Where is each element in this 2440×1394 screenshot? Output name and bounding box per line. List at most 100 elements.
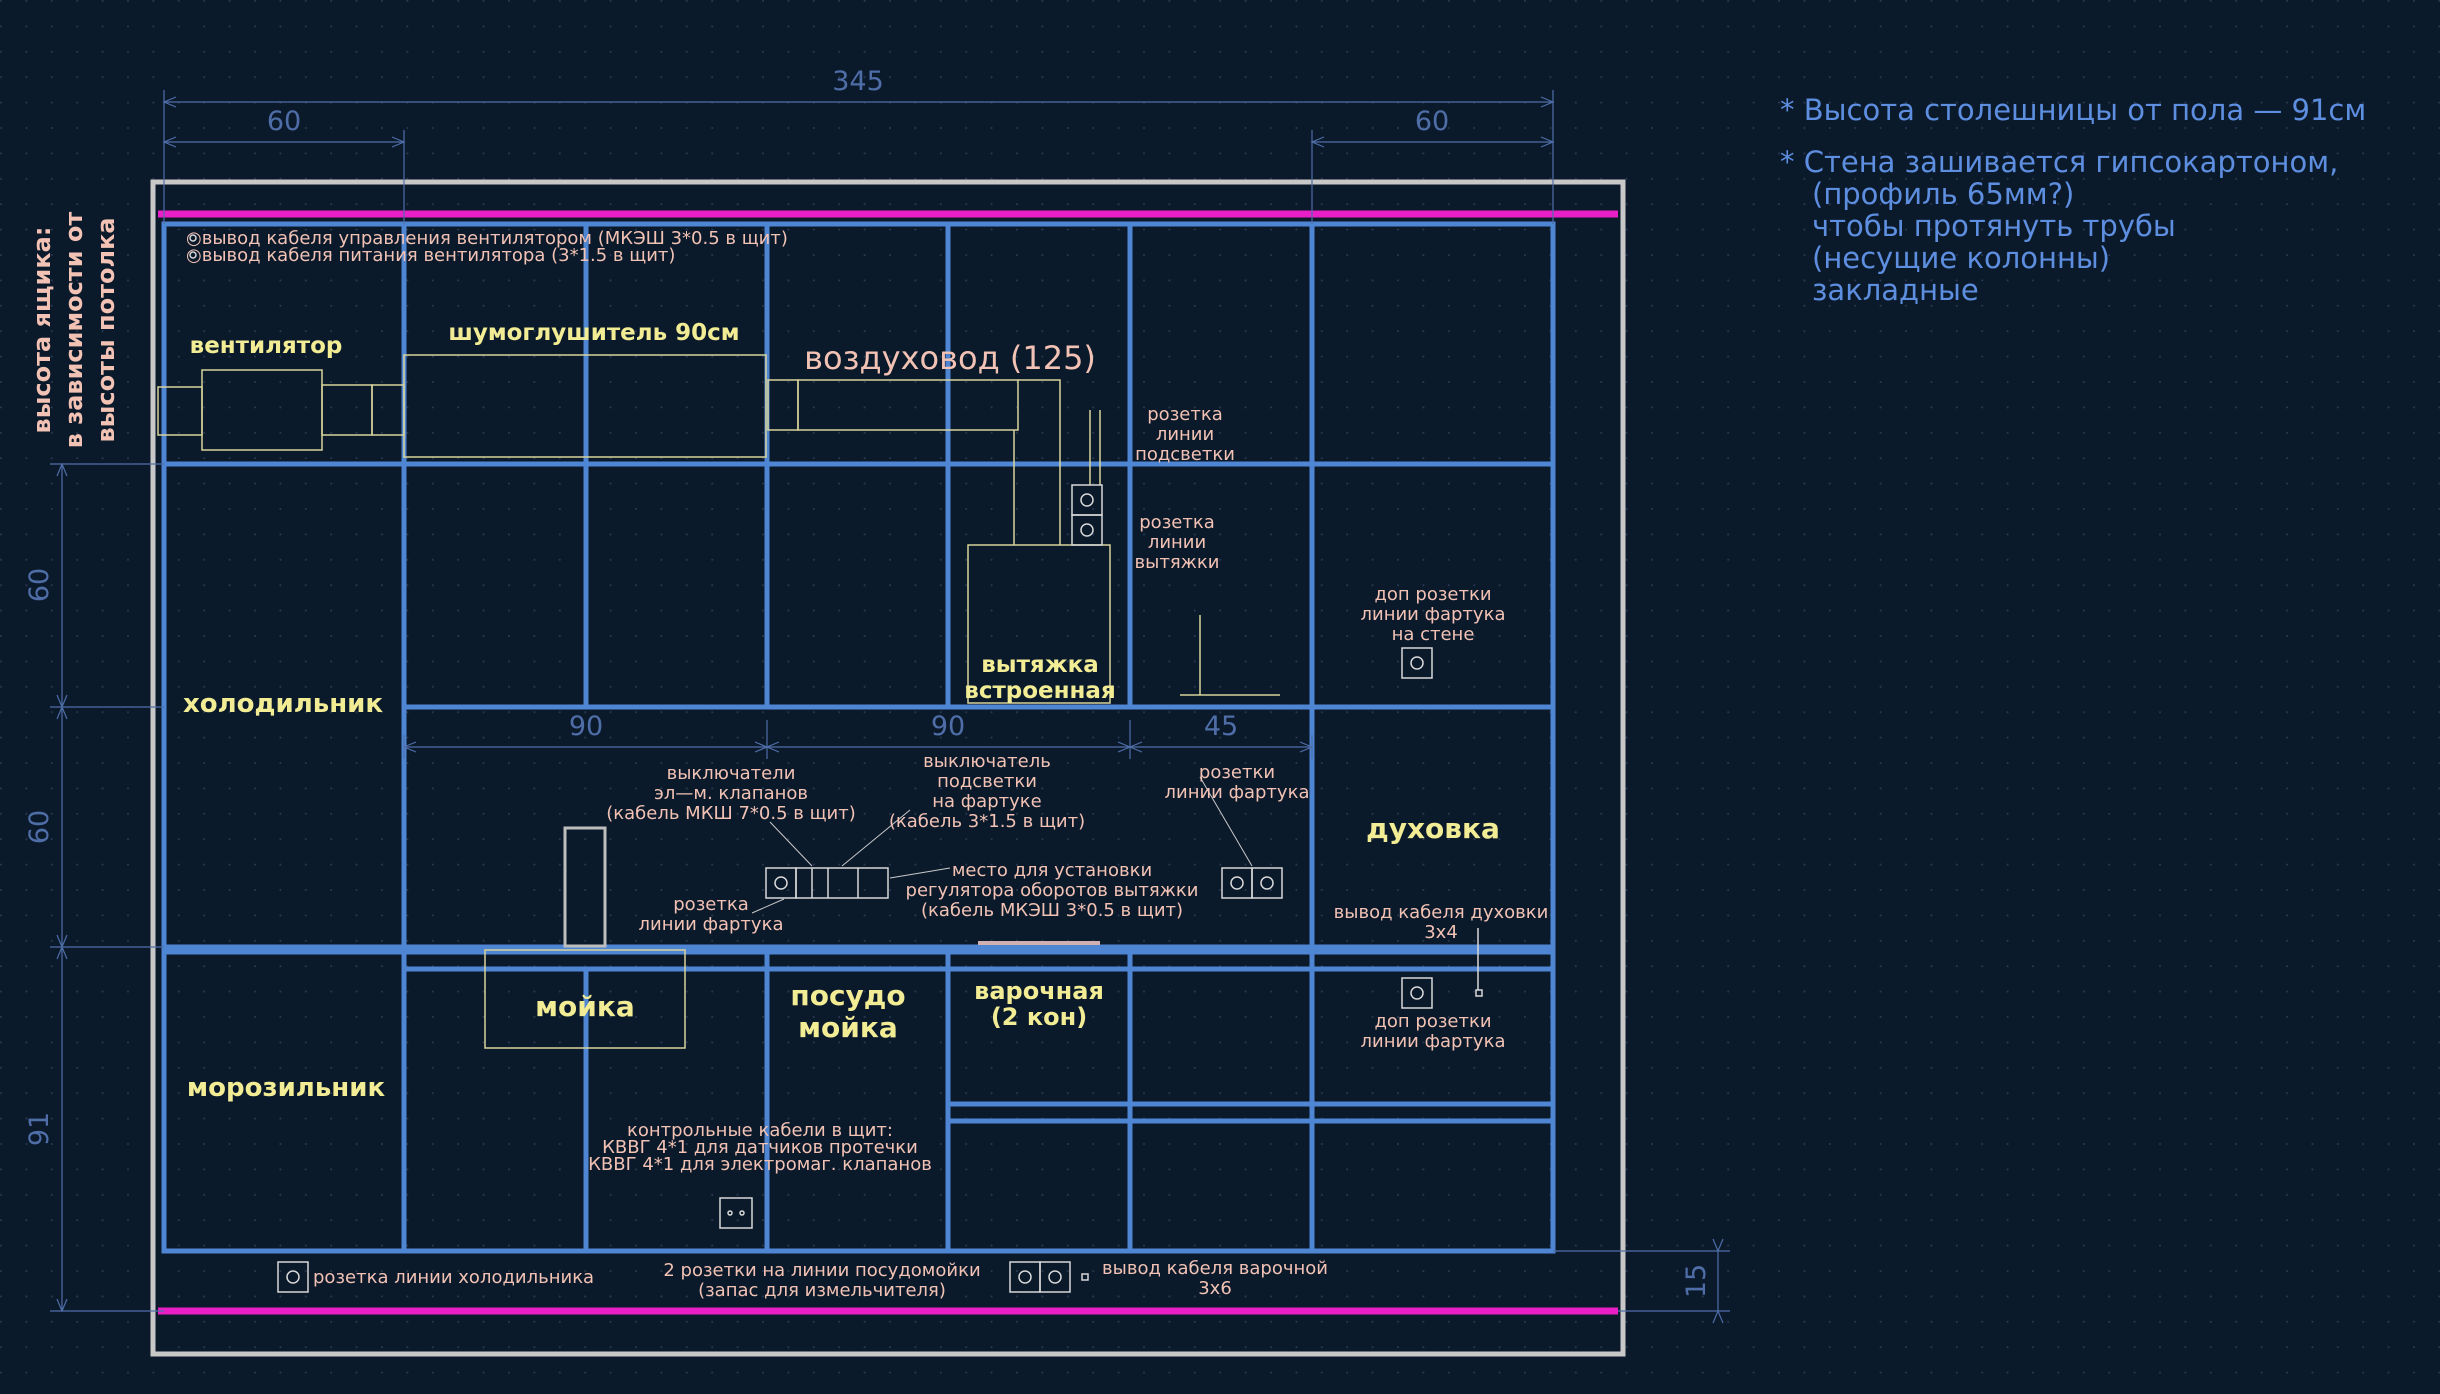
extra-sockets-apron-label: доп розетки линии фартука <box>1361 1011 1506 1052</box>
faucet-icon <box>563 826 607 948</box>
svg-text:высота ящика:: высота ящика: <box>28 227 56 434</box>
dimension-texts: 345 60 60 90 90 45 60 60 91 15 <box>24 66 1712 1298</box>
appliance-labels: вентилятор шумоглушитель 90см холодильни… <box>183 320 1500 1103</box>
svg-text:линии фартука: линии фартука <box>1361 1031 1506 1052</box>
socket-icon <box>277 1261 309 1293</box>
hood-label-2: встроенная <box>964 678 1115 704</box>
dimension-lines <box>50 90 1730 1324</box>
note-pipes: чтобы протянуть трубы <box>1812 209 2176 243</box>
svg-text:(кабель МКШ 7*0.5 в щит): (кабель МКШ 7*0.5 в щит) <box>606 803 856 824</box>
dishwasher-sockets-label: 2 розетки на линии посудомойки (запас дл… <box>663 1260 980 1301</box>
svg-text:на фартуке: на фартуке <box>932 791 1041 812</box>
dim-91: 91 <box>24 1112 55 1146</box>
note-profile: (профиль 65мм?) <box>1812 177 2074 211</box>
dim-total-width: 345 <box>832 66 884 97</box>
duct-riser <box>1018 379 1061 545</box>
duct-body <box>797 379 1019 431</box>
socket-icon <box>1071 514 1103 546</box>
socket-icon <box>1401 977 1433 1009</box>
fan-power-cable-label: ○вывод кабеля питания вентилятора (3*1.5… <box>186 245 675 266</box>
svg-text:выключатели: выключатели <box>667 763 796 784</box>
svg-text:вывод кабеля варочной: вывод кабеля варочной <box>1102 1258 1328 1279</box>
cabinet-grid <box>161 221 1556 1254</box>
fan-label: вентилятор <box>190 333 343 359</box>
socket-hood-label: розетка линии вытяжки <box>1135 512 1220 573</box>
note-columns: (несущие колонны) <box>1812 241 2110 275</box>
small-labels: ○вывод кабеля управления вентилятором (М… <box>186 228 1548 1301</box>
fan-control-cable-label: ○вывод кабеля управления вентилятором (М… <box>186 228 788 249</box>
svg-text:КВВГ 4*1 для электромаг. клапа: КВВГ 4*1 для электромаг. клапанов <box>588 1154 932 1175</box>
svg-text:на стене: на стене <box>1392 624 1475 645</box>
svg-text:линии фартука: линии фартука <box>1165 782 1310 803</box>
valve-switches-label: выключатели эл—м. клапанов (кабель МКШ 7… <box>606 763 856 824</box>
svg-text:подсветки: подсветки <box>1135 444 1235 465</box>
silencer-label: шумоглушитель 90см <box>448 320 739 346</box>
dim-90-a: 90 <box>569 711 603 742</box>
svg-text:розетки: розетки <box>1199 762 1275 783</box>
apron-sockets-right-label: розетки линии фартука <box>1165 762 1310 803</box>
cable-outlet-icon <box>1081 1273 1089 1281</box>
fridge-socket-label: розетка линии холодильника <box>313 1267 594 1288</box>
svg-text:линии фартука: линии фартука <box>1361 604 1506 625</box>
control-cables-label: контрольные кабели в щит: КВВГ 4*1 для д… <box>588 1120 932 1175</box>
svg-text:место для установки: место для установки <box>952 860 1152 881</box>
svg-text:линии: линии <box>1148 532 1206 553</box>
note-countertop-height: * Высота столешницы от пола — 91см <box>1780 93 2366 127</box>
svg-text:КВВГ 4*1 для датчиков протечки: КВВГ 4*1 для датчиков протечки <box>602 1137 918 1158</box>
silencer-body <box>403 354 767 458</box>
svg-text:вытяжки: вытяжки <box>1135 552 1220 573</box>
svg-text:вывод кабеля духовки: вывод кабеля духовки <box>1334 902 1549 923</box>
hob-label-1: варочная <box>974 977 1104 1005</box>
svg-text:(кабель МКЭШ 3*0.5 в щит): (кабель МКЭШ 3*0.5 в щит) <box>921 900 1183 921</box>
svg-text:эл—м. клапанов: эл—м. клапанов <box>654 783 808 804</box>
svg-text:(запас для измельчителя): (запас для измельчителя) <box>698 1280 946 1301</box>
switch-block-icon <box>795 867 889 899</box>
fridge-label: холодильник <box>183 689 383 719</box>
note-embedded: закладные <box>1812 273 1979 307</box>
dim-45: 45 <box>1204 711 1238 742</box>
dim-60-lower: 60 <box>24 810 55 844</box>
sockets <box>189 234 1483 1293</box>
hood-label-1: вытяжка <box>981 652 1098 678</box>
dim-15: 15 <box>1681 1264 1712 1298</box>
dim-90-b: 90 <box>931 711 965 742</box>
svg-text:розетка: розетка <box>1147 404 1222 425</box>
cable-outlet-icon <box>1475 989 1483 997</box>
svg-text:доп розетки: доп розетки <box>1374 1011 1491 1032</box>
sink-label: мойка <box>535 990 635 1023</box>
socket-backlight-label: розетка линии подсветки <box>1135 404 1235 465</box>
dim-left-60: 60 <box>267 106 301 137</box>
freezer-label: морозильник <box>187 1073 386 1103</box>
svg-text:розетка: розетка <box>1139 512 1214 533</box>
svg-text:линии фартука: линии фартука <box>639 914 784 935</box>
dishwasher-label-1: посудо <box>790 979 905 1012</box>
leak-sensor-icon <box>719 1197 753 1229</box>
hob-label-2: (2 кон) <box>991 1003 1087 1031</box>
svg-text:доп розетки: доп розетки <box>1374 584 1491 605</box>
oven-label: духовка <box>1366 812 1500 845</box>
outer-frame <box>150 179 1626 1357</box>
socket-icon <box>1401 647 1433 679</box>
leader-lines <box>751 776 1253 914</box>
extra-sockets-wall-label: доп розетки линии фартука на стене <box>1361 584 1506 645</box>
dim-right-60: 60 <box>1415 106 1449 137</box>
svg-text:подсветки: подсветки <box>937 771 1037 792</box>
duct-label: воздуховод (125) <box>804 339 1096 377</box>
equipment-outlines <box>157 354 1280 1049</box>
svg-text:3х4: 3х4 <box>1424 922 1458 943</box>
oven-cable-label: вывод кабеля духовки 3х4 <box>1334 902 1549 943</box>
hob-cable-label: вывод кабеля варочной 3х6 <box>1102 1258 1328 1299</box>
note-drywall: * Стена зашивается гипсокартоном, <box>1780 145 2338 179</box>
svg-text:розетка: розетка <box>673 894 748 915</box>
backlight-switch-label: выключатель подсветки на фартуке (кабель… <box>889 751 1085 832</box>
svg-text:выключатель: выключатель <box>923 751 1051 772</box>
svg-text:3х6: 3х6 <box>1198 1278 1232 1299</box>
notes-block: * Высота столешницы от пола — 91см * Сте… <box>1780 93 2366 307</box>
socket-icon <box>1251 867 1283 899</box>
svg-text:(кабель 3*1.5 в щит): (кабель 3*1.5 в щит) <box>889 811 1085 832</box>
sink-body <box>484 949 686 1049</box>
hood-body <box>967 544 1111 704</box>
svg-text:высоты потолка: высоты потолка <box>92 217 120 442</box>
dim-60-upper: 60 <box>24 568 55 602</box>
